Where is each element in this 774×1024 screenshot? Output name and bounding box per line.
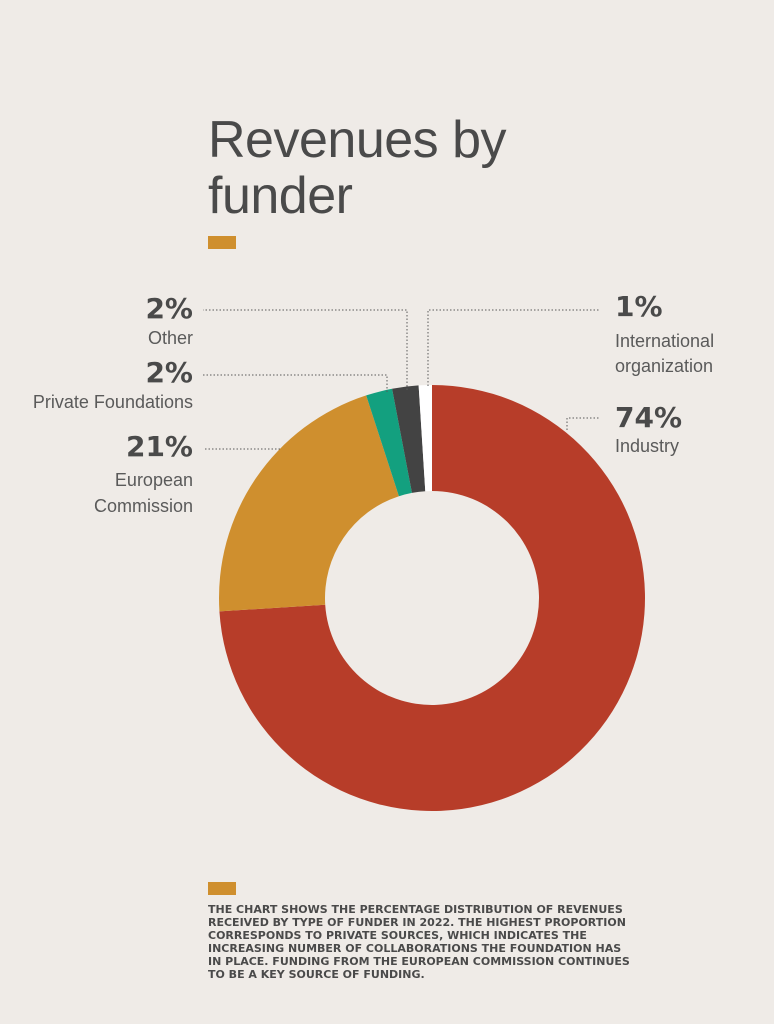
note-accent-bar xyxy=(208,882,236,895)
category-label-industry: Industry xyxy=(615,436,679,456)
page-title: Revenues by funder xyxy=(208,111,507,225)
slice-industry xyxy=(219,385,646,812)
chart-note: THE CHART SHOWS THE PERCENTAGE DISTRIBUT… xyxy=(208,903,630,981)
title-accent-bar xyxy=(208,236,236,249)
leader-line-other xyxy=(203,309,408,390)
slice-european-commission xyxy=(218,395,399,612)
slice-other xyxy=(392,385,426,493)
value-label-private-foundations: 2% xyxy=(145,356,193,389)
leader-line-international-organization xyxy=(427,309,600,386)
slice-international-organization xyxy=(418,385,432,492)
value-label-european-commission: 21% xyxy=(126,430,193,463)
slice-private-foundations xyxy=(366,388,412,497)
leader-line-industry xyxy=(566,417,600,430)
category-label-international-organization: organization xyxy=(615,356,713,376)
value-label-international-organization: 1% xyxy=(615,290,663,323)
leader-line-private-foundations xyxy=(203,374,388,392)
value-label-other: 2% xyxy=(145,292,193,325)
donut-slices xyxy=(218,385,646,812)
category-label-private-foundations: Private Foundations xyxy=(33,392,193,412)
value-label-industry: 74% xyxy=(615,401,682,434)
slice-labels: 74%Industry 21% European Commission 2% Privat… xyxy=(33,290,714,516)
category-label-european-commission: Commission xyxy=(94,496,193,516)
category-label-other: Other xyxy=(148,328,193,348)
leader-lines xyxy=(203,309,600,450)
category-label-european-commission: European xyxy=(115,470,193,490)
category-label-international-organization: International xyxy=(615,331,714,351)
